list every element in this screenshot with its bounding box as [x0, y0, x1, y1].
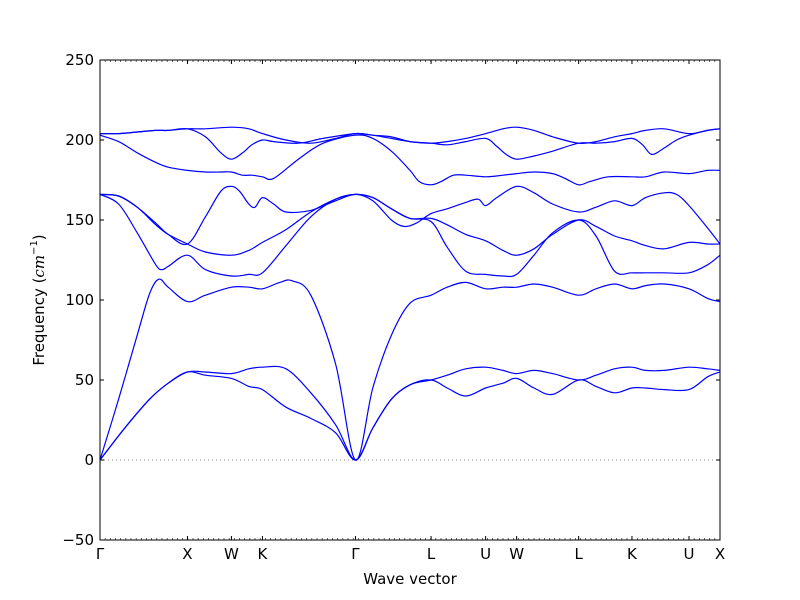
x-tick-label: U — [480, 545, 491, 563]
band-line-2 — [99, 365, 721, 461]
x-axis-label: Wave vector — [363, 570, 457, 588]
y-axis-label-text: Frequency ( — [30, 278, 48, 366]
x-tick-label: X — [715, 545, 725, 563]
x-tick-label: L — [427, 545, 436, 563]
y-tick-label: 0 — [84, 451, 94, 469]
x-tick-label: U — [684, 545, 695, 563]
y-tick-label: 250 — [65, 51, 94, 69]
x-tick-label: W — [509, 545, 524, 563]
axes-frame — [99, 59, 721, 541]
x-tick-label: W — [224, 545, 239, 563]
band-line-7 — [99, 134, 721, 186]
x-tick-label: Γ — [351, 545, 360, 563]
y-tick-label: −50 — [62, 531, 94, 549]
y-tick-label: 200 — [65, 131, 94, 149]
y-axis-label: Frequency (cm−1) — [29, 234, 48, 365]
band-line-5 — [99, 193, 721, 256]
band-line-9 — [99, 126, 721, 145]
x-tick-label: Γ — [96, 545, 105, 563]
x-tick-label: K — [258, 545, 269, 563]
y-axis-label-unit: cm — [30, 255, 48, 278]
band-line-3 — [99, 278, 721, 461]
band-lines — [99, 126, 721, 461]
y-tick-label: 150 — [65, 211, 94, 229]
y-axis-label-close: ) — [30, 234, 48, 240]
y-tick-label: 100 — [65, 291, 94, 309]
y-tick-labels: −50 0 50 100 150 200 250 — [62, 51, 94, 549]
band-line-6 — [99, 185, 721, 246]
y-axis-label-exponent: −1 — [29, 240, 40, 255]
x-tick-label: K — [627, 545, 638, 563]
x-tick-label: X — [182, 545, 192, 563]
x-tick-label: L — [574, 545, 583, 563]
plot-area — [99, 126, 721, 461]
y-tick-label: 50 — [75, 371, 94, 389]
